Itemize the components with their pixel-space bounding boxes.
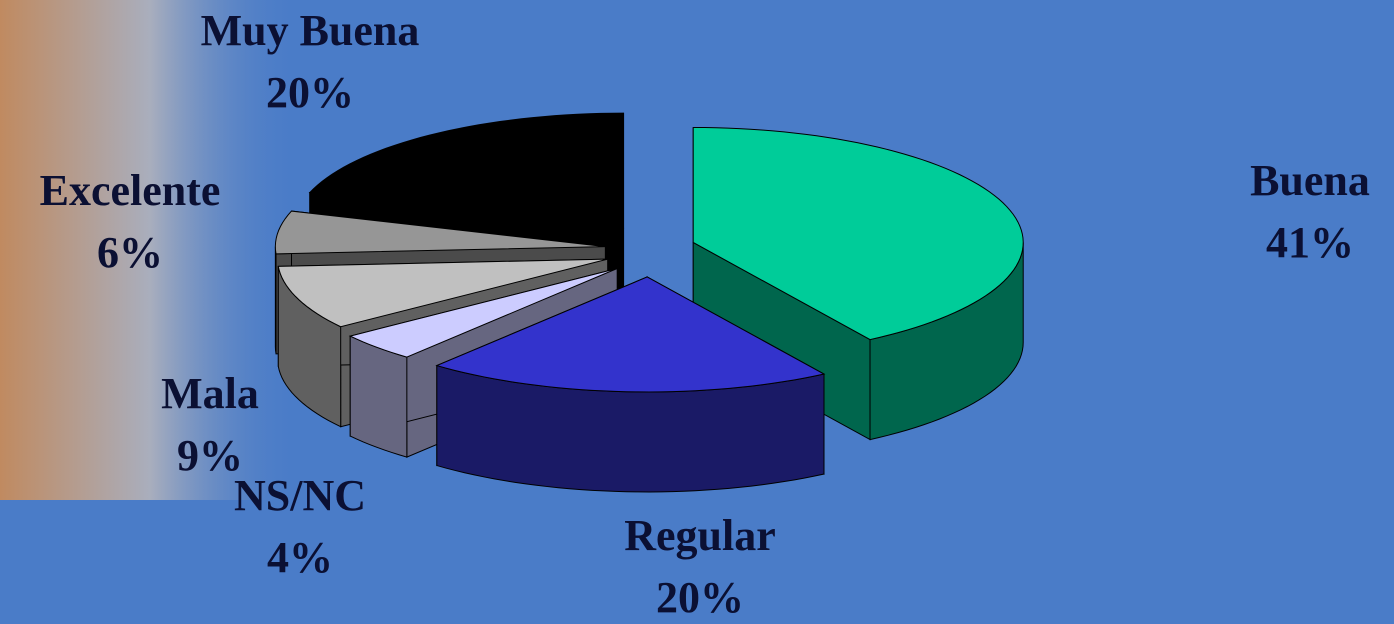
- slice-top: [692, 126, 1024, 341]
- slice-label: Excelente: [40, 166, 221, 215]
- slice-label: Mala: [161, 369, 259, 418]
- value-label: 20%: [266, 68, 354, 117]
- value-label: 4%: [267, 533, 333, 582]
- slice-top: [277, 258, 608, 328]
- value-label: 20%: [656, 573, 744, 622]
- slice-top: [308, 112, 625, 229]
- slice-label: Buena: [1250, 156, 1370, 205]
- slice-top: [435, 276, 826, 393]
- slice-label: NS/NC: [234, 471, 366, 520]
- slice: [435, 276, 826, 493]
- value-label: 41%: [1266, 218, 1354, 267]
- value-label: 9%: [177, 431, 243, 480]
- slice-label: Regular: [624, 511, 776, 560]
- slice: [692, 126, 1024, 441]
- background-photo: [0, 0, 300, 500]
- labels: Buena 41% Regular 20% NS/NC 4% Mala 9% Excelente…: [40, 6, 1370, 622]
- pie: [274, 112, 1024, 493]
- slice-top: [348, 267, 618, 358]
- slice-label: Muy Buena: [201, 6, 420, 55]
- slice-top: [274, 210, 606, 255]
- slice-side: [274, 246, 277, 354]
- value-label: 6%: [97, 228, 163, 277]
